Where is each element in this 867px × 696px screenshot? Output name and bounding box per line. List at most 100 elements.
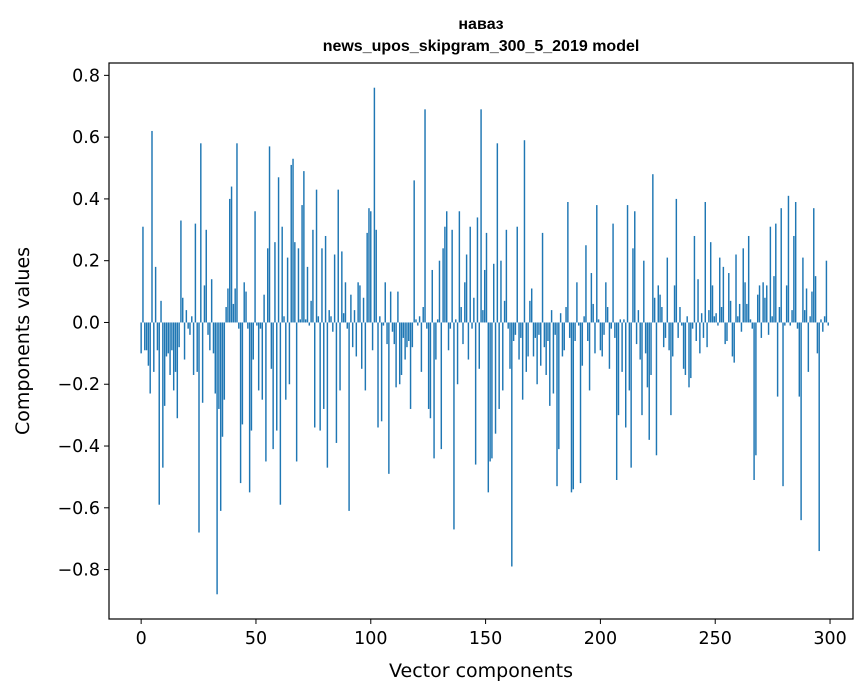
bar	[554, 322, 556, 335]
bar	[436, 319, 439, 323]
bar	[391, 322, 394, 332]
bar	[218, 322, 220, 409]
bar	[617, 322, 620, 416]
bar	[626, 205, 629, 323]
bar	[292, 158, 294, 323]
bar	[333, 254, 336, 323]
bar	[140, 322, 142, 354]
bar	[210, 279, 213, 323]
bar	[476, 217, 479, 323]
bar	[512, 322, 515, 341]
y-tick-label: −0.8	[58, 561, 101, 581]
bar	[523, 140, 526, 323]
bar	[418, 316, 421, 323]
bar	[145, 322, 148, 351]
bar	[672, 322, 674, 357]
bar	[483, 269, 486, 323]
bar	[641, 322, 643, 416]
bar	[668, 322, 670, 351]
bar	[644, 322, 647, 354]
bar	[502, 322, 504, 391]
bar	[746, 303, 748, 323]
bar	[527, 322, 529, 357]
bar	[755, 322, 757, 456]
bar	[559, 313, 562, 323]
bar	[409, 322, 412, 409]
bar	[728, 273, 730, 323]
bar	[191, 316, 193, 323]
bar	[144, 322, 146, 351]
bar	[214, 322, 217, 394]
bar	[769, 226, 772, 323]
y-tick-label: 0.2	[72, 252, 100, 272]
bar	[822, 322, 824, 332]
bar	[154, 266, 157, 323]
bar	[194, 223, 197, 323]
bar	[286, 257, 289, 323]
bar	[540, 322, 542, 366]
bar	[682, 322, 685, 369]
bar	[518, 322, 520, 360]
bar	[565, 307, 567, 323]
bar	[608, 322, 611, 369]
bar	[646, 322, 649, 388]
bar	[299, 319, 301, 323]
bar	[583, 316, 585, 323]
bar	[281, 226, 283, 323]
bar	[304, 319, 307, 323]
bar	[724, 322, 726, 345]
bar	[729, 300, 732, 323]
bar	[357, 282, 359, 323]
bar	[659, 294, 661, 323]
bar	[408, 322, 410, 341]
bar	[422, 307, 424, 323]
bar	[614, 322, 616, 338]
bar	[780, 208, 782, 323]
bar	[158, 322, 160, 505]
bar	[581, 322, 584, 366]
bar	[469, 226, 471, 323]
bar	[306, 266, 309, 323]
bar	[274, 242, 276, 323]
bar	[245, 291, 247, 323]
bar	[735, 254, 737, 323]
bar	[684, 322, 687, 375]
bar	[279, 322, 282, 505]
bar	[675, 198, 678, 323]
bar	[474, 322, 477, 465]
bar	[619, 319, 622, 323]
bar	[317, 316, 320, 323]
bar	[314, 322, 316, 428]
bar	[359, 285, 361, 323]
bar	[149, 322, 151, 394]
bar	[326, 322, 329, 468]
bar	[709, 242, 712, 323]
bar	[719, 257, 721, 323]
bar	[726, 322, 728, 341]
bar	[341, 251, 343, 323]
y-tick-label: −0.2	[58, 375, 101, 395]
bar	[424, 109, 426, 323]
bar	[192, 322, 195, 375]
bar	[303, 171, 305, 323]
bar	[234, 288, 236, 323]
bar	[592, 303, 594, 323]
bar	[151, 130, 153, 323]
bar	[239, 322, 242, 484]
bar	[596, 205, 598, 323]
bar	[798, 322, 801, 397]
bar	[762, 282, 764, 323]
bar	[813, 208, 815, 323]
bar	[807, 322, 810, 372]
bar	[216, 322, 218, 595]
bar	[272, 322, 274, 450]
bar	[771, 316, 773, 323]
bar	[364, 322, 367, 391]
bar	[301, 205, 303, 323]
bar	[290, 164, 292, 323]
bar	[268, 146, 271, 323]
bar	[362, 297, 365, 323]
bar	[525, 322, 527, 372]
bar	[760, 322, 763, 338]
